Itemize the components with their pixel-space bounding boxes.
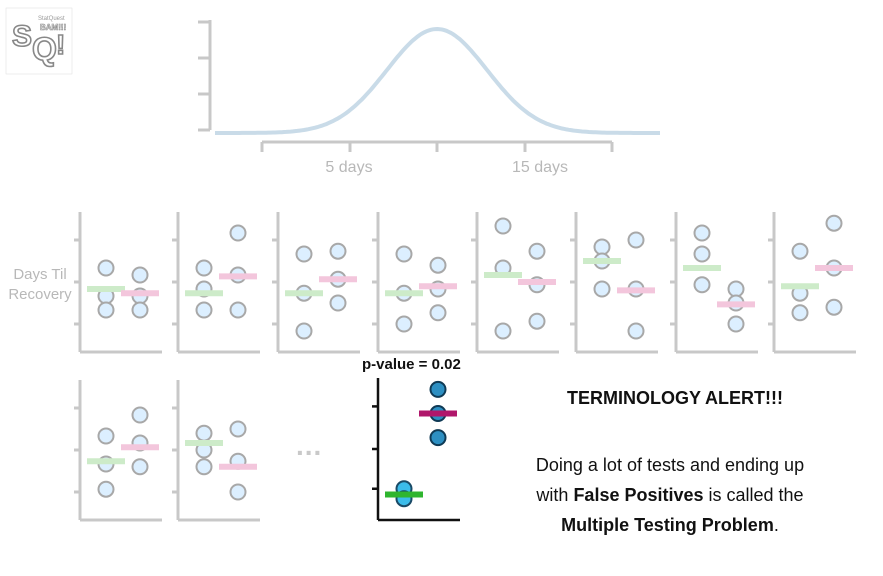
group-a-dot	[494, 217, 512, 235]
group-a-dot	[195, 424, 213, 442]
ellipsis: ...	[296, 430, 323, 461]
group-b-dot	[329, 294, 347, 312]
y-axis-label: Days Til	[13, 266, 66, 283]
group-b-dot	[131, 458, 149, 476]
logo-text-mid: BAM!!!	[40, 23, 66, 32]
group-b-dot	[528, 312, 546, 330]
group-a-dot	[295, 322, 313, 340]
group-b-dot	[627, 322, 645, 340]
group-a-dot	[494, 322, 512, 340]
svg-text:!: !	[56, 29, 65, 60]
terminology-message: Doing a lot of tests and ending up with …	[490, 450, 850, 540]
statquest-logo: S Q ! StatQuest BAM!!!	[5, 7, 73, 75]
curve-tick-label: 5 days	[325, 159, 372, 176]
logo-letter-s: S	[12, 20, 32, 53]
group-b-dot	[229, 224, 247, 242]
group-a-dot	[97, 480, 115, 498]
group-b-dot	[131, 406, 149, 424]
group-b-dot	[825, 298, 843, 316]
sig-group-b-dot	[429, 429, 447, 447]
group-b-dot	[229, 483, 247, 501]
group-a-dot	[97, 259, 115, 277]
group-b-dot	[229, 420, 247, 438]
multiple-testing-term: Multiple Testing Problem	[561, 515, 774, 535]
group-b-dot	[429, 304, 447, 322]
group-a-dot	[693, 276, 711, 294]
group-a-dot	[395, 245, 413, 263]
group-b-dot	[329, 242, 347, 260]
group-a-dot	[791, 304, 809, 322]
group-b-dot	[131, 266, 149, 284]
bell-curve	[215, 26, 660, 135]
group-a-dot	[195, 301, 213, 319]
group-a-dot	[593, 280, 611, 298]
group-a-dot	[395, 315, 413, 333]
group-b-dot	[727, 315, 745, 333]
group-a-dot	[693, 224, 711, 242]
group-b-dot	[229, 301, 247, 319]
group-a-dot	[97, 301, 115, 319]
group-a-dot	[593, 238, 611, 256]
group-a-dot	[693, 245, 711, 263]
group-b-dot	[429, 256, 447, 274]
logo-text-top: StatQuest	[38, 16, 65, 22]
p-value-label: p-value = 0.02	[362, 356, 461, 373]
message-line-2: with False Positives is called the	[536, 485, 804, 505]
group-b-dot	[825, 214, 843, 232]
sig-group-b-dot	[429, 380, 447, 398]
group-b-dot	[528, 242, 546, 260]
group-a-dot	[791, 242, 809, 260]
y-axis-label: Recovery	[8, 286, 72, 303]
group-b-dot	[131, 301, 149, 319]
group-a-dot	[97, 427, 115, 445]
message-line-1: Doing a lot of tests and ending up	[535, 455, 805, 475]
group-b-dot	[627, 231, 645, 249]
group-b-dot	[727, 280, 745, 298]
terminology-alert-title: TERMINOLOGY ALERT!!!	[567, 388, 783, 408]
group-a-dot	[195, 259, 213, 277]
group-a-dot	[195, 458, 213, 476]
logo-letter-q: Q	[32, 31, 57, 67]
group-a-dot	[295, 245, 313, 263]
curve-tick-label: 15 days	[512, 159, 568, 176]
false-positives-term: False Positives	[573, 485, 704, 505]
message-line-3: Multiple Testing Problem.	[561, 515, 779, 535]
